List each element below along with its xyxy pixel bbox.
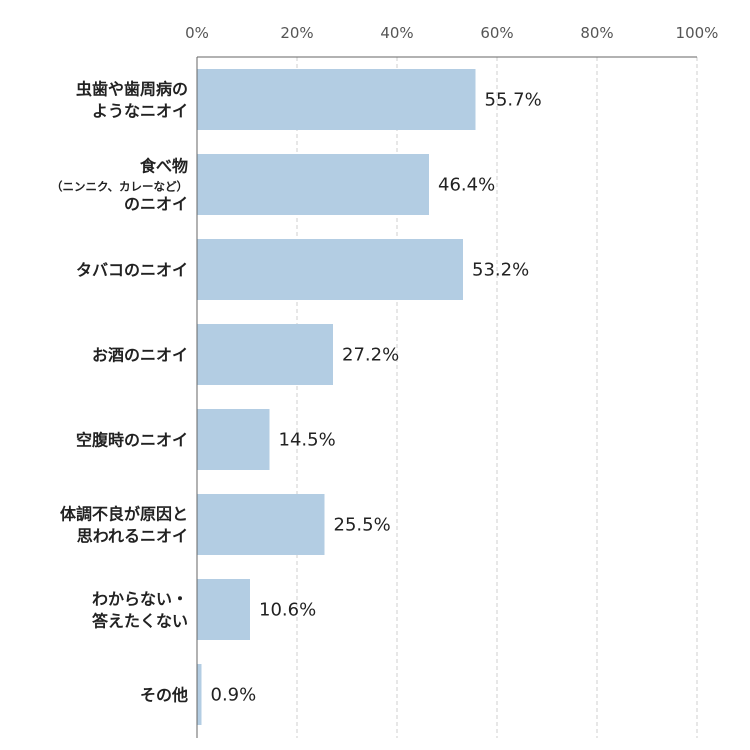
category-label: お酒のニオイ <box>92 346 188 365</box>
bar <box>197 239 463 300</box>
bar <box>197 579 250 640</box>
value-label: 55.7% <box>485 90 542 111</box>
category-label: のニオイ <box>124 195 188 214</box>
category-label: わからない・ <box>92 590 188 609</box>
x-tick-label: 0% <box>185 24 209 42</box>
bar <box>197 69 476 130</box>
category-label: その他 <box>140 686 188 705</box>
value-label: 14.5% <box>279 430 336 451</box>
value-label: 46.4% <box>438 175 495 196</box>
category-label: 空腹時のニオイ <box>76 431 188 450</box>
value-label: 0.9% <box>211 685 257 706</box>
x-tick-label: 100% <box>676 24 719 42</box>
category-label: 虫歯や歯周病の <box>76 80 188 99</box>
bars <box>197 69 476 725</box>
bar <box>197 154 429 215</box>
bar <box>197 494 325 555</box>
category-label: 答えたくない <box>92 612 188 631</box>
value-label: 27.2% <box>342 345 399 366</box>
value-label: 10.6% <box>259 600 316 621</box>
x-tick-label: 40% <box>380 24 413 42</box>
x-tick-label: 80% <box>580 24 613 42</box>
category-label: 食べ物 <box>139 157 188 176</box>
bar <box>197 664 202 725</box>
bar <box>197 324 333 385</box>
x-tick-label: 20% <box>280 24 313 42</box>
bar <box>197 409 270 470</box>
value-label: 53.2% <box>472 260 529 281</box>
category-label: 思われるニオイ <box>77 527 188 546</box>
category-label: ようなニオイ <box>92 102 188 121</box>
value-label: 25.5% <box>334 515 391 536</box>
axes <box>196 56 697 738</box>
x-tick-label: 60% <box>480 24 513 42</box>
category-label: タバコのニオイ <box>76 261 188 280</box>
category-label: 体調不良が原因と <box>60 505 188 524</box>
category-label: （ニンニク、カレーなど） <box>51 180 188 194</box>
